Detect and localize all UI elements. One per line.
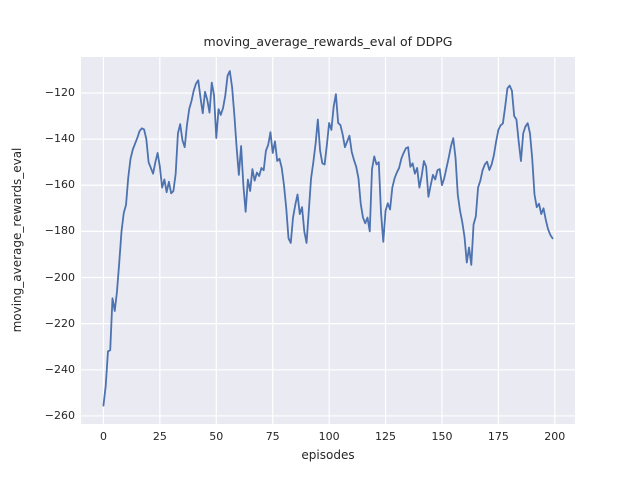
x-tick-label: 200: [544, 430, 566, 443]
y-tick-label: −260: [44, 408, 75, 422]
y-tick-label: −160: [44, 178, 75, 192]
y-tick-label: −140: [44, 132, 75, 146]
x-tick-label: 25: [152, 430, 167, 443]
x-tick-label: 100: [318, 430, 340, 443]
x-tick-label: 150: [431, 430, 453, 443]
y-tick-label: −180: [44, 224, 75, 238]
axes-background: [81, 57, 575, 424]
x-tick-label: 75: [265, 430, 280, 443]
chart-title: moving_average_rewards_eval of DDPG: [203, 34, 453, 49]
y-tick-label: −200: [44, 270, 75, 284]
x-tick-label: 175: [487, 430, 509, 443]
y-axis-label: moving_average_rewards_eval: [10, 147, 24, 333]
reward-line: [102, 70, 554, 407]
x-tick-label: 125: [375, 430, 396, 443]
x-tick-label: 50: [209, 430, 224, 443]
y-tick-label: −220: [44, 316, 75, 330]
x-tick-label: 0: [100, 430, 107, 443]
y-tick-label: −240: [44, 362, 75, 376]
x-axis-label: episodes: [301, 448, 355, 462]
y-tick-label: −120: [44, 86, 75, 99]
